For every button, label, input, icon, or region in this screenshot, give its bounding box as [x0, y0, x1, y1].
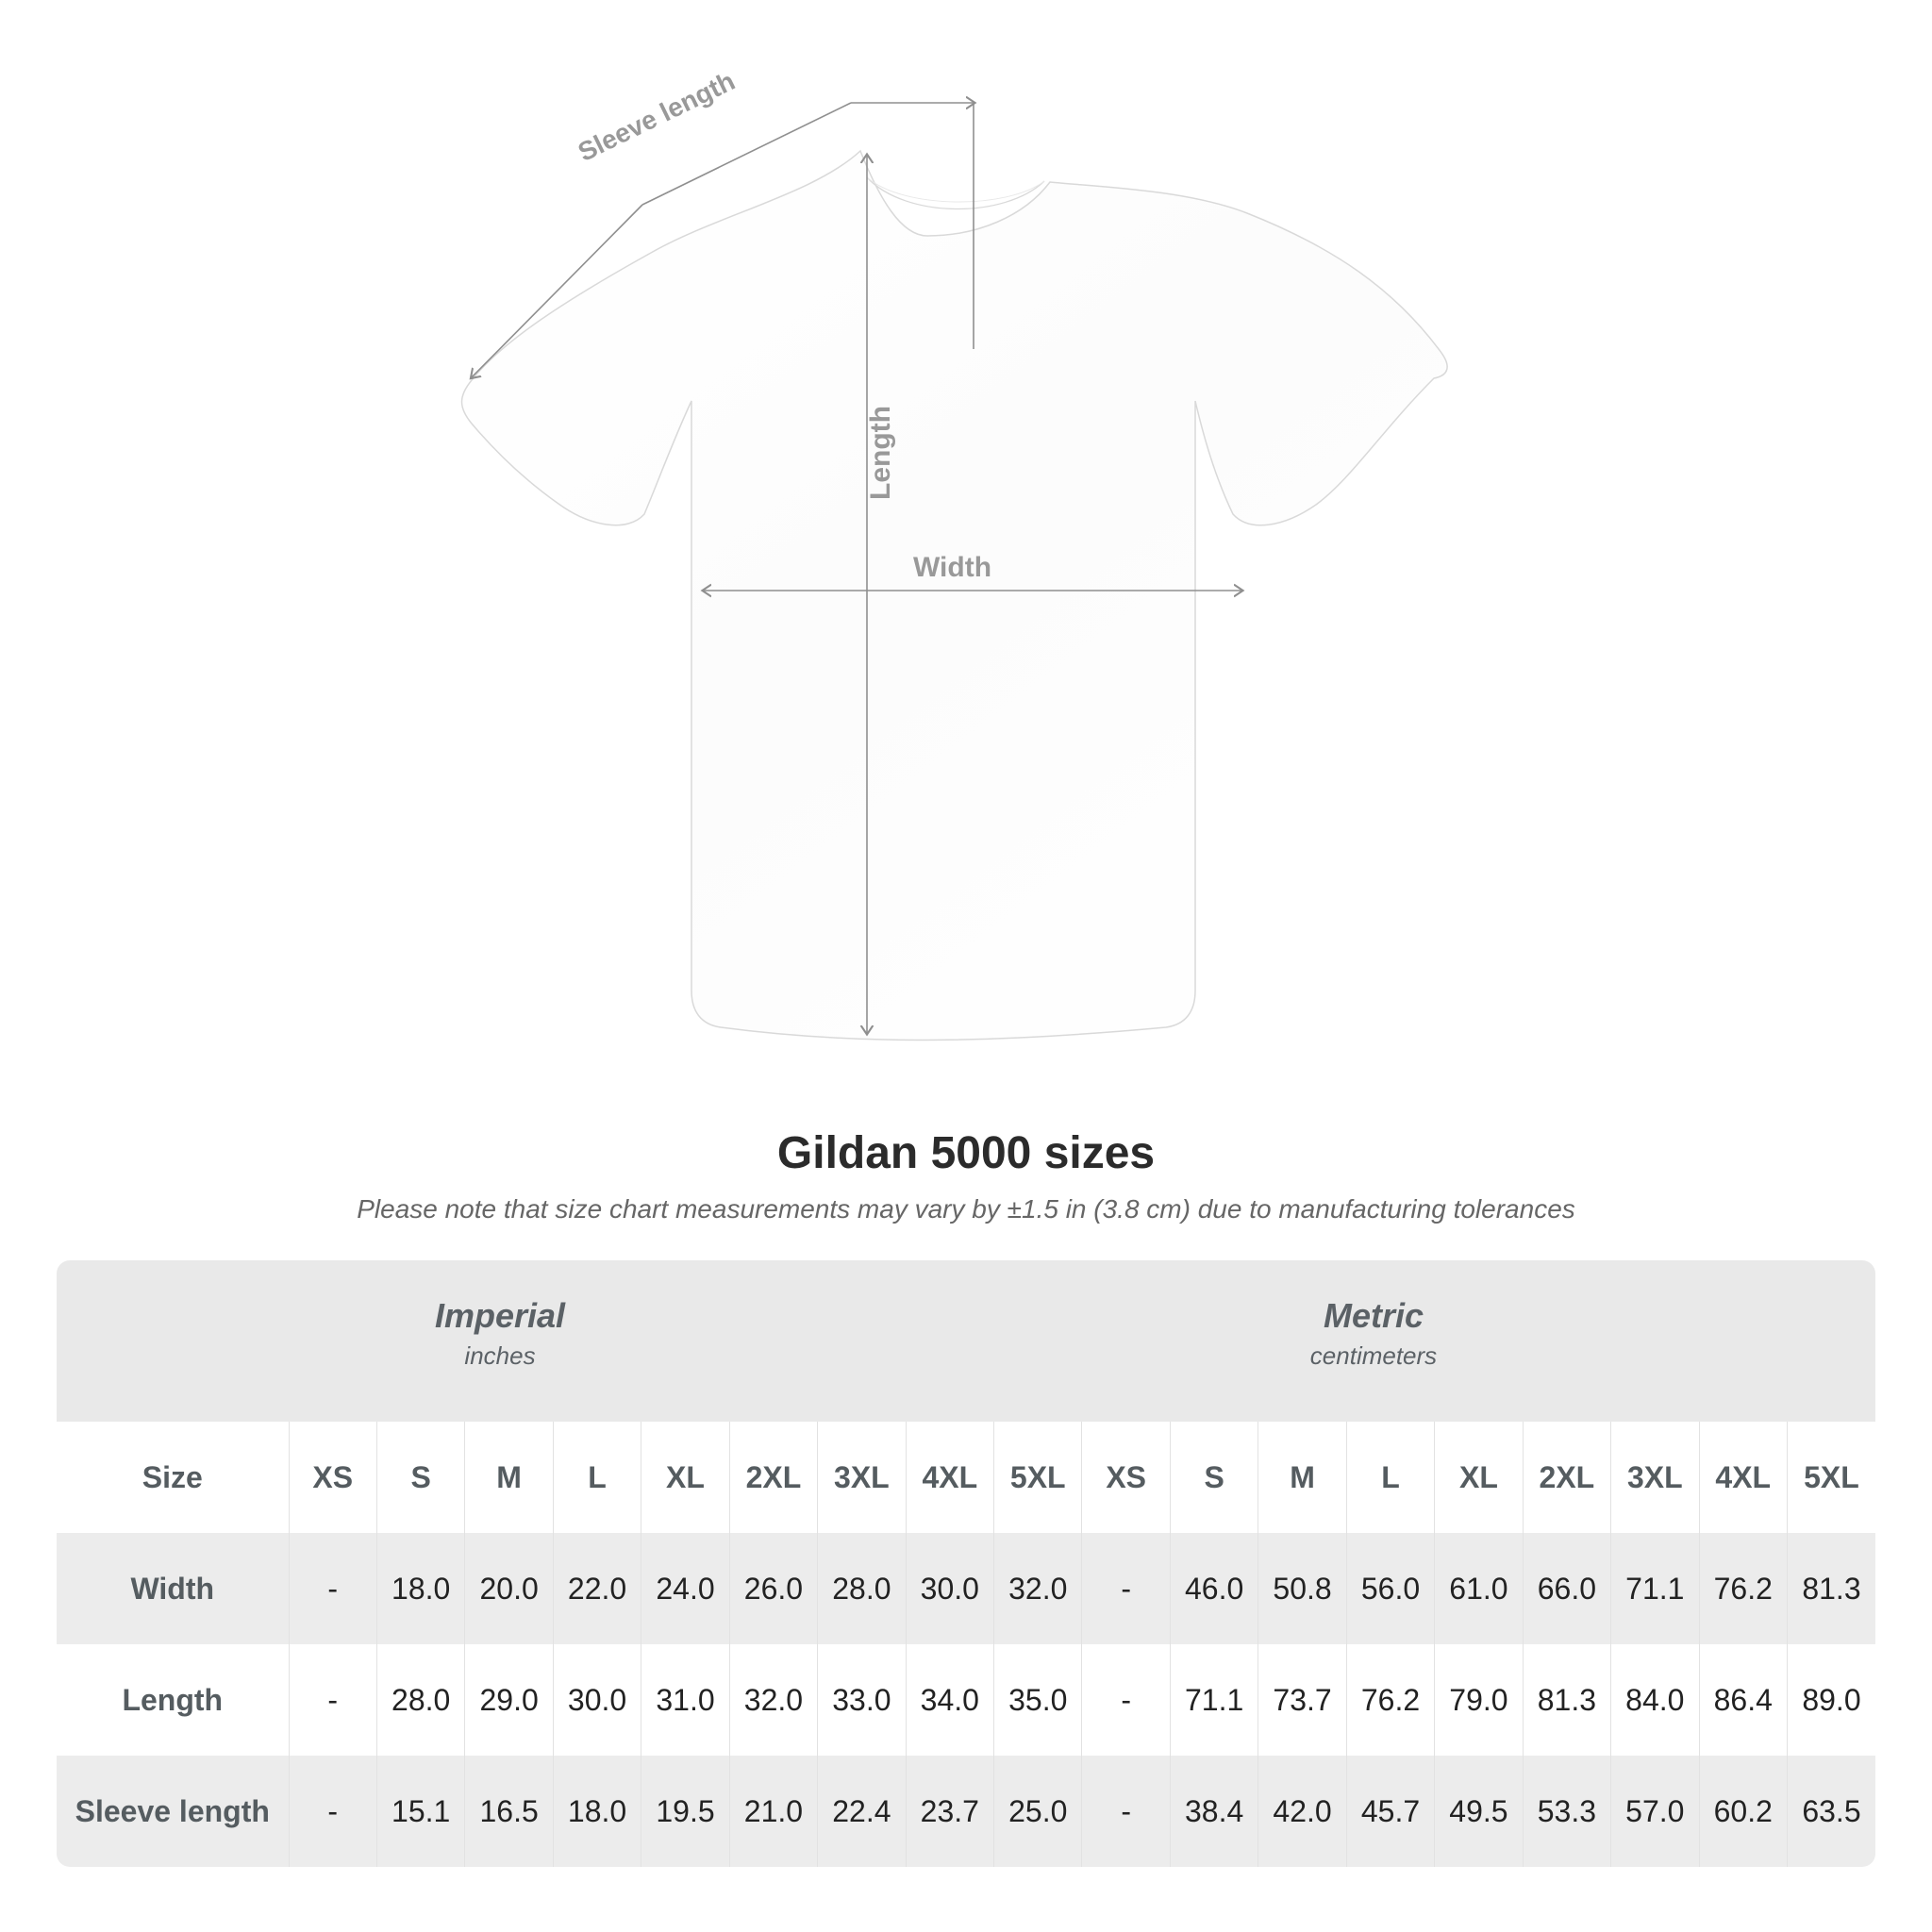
- svg-text:Length: Length: [865, 406, 896, 500]
- svg-text:Sleeve length: Sleeve length: [574, 66, 740, 167]
- svg-text:Width: Width: [913, 552, 991, 583]
